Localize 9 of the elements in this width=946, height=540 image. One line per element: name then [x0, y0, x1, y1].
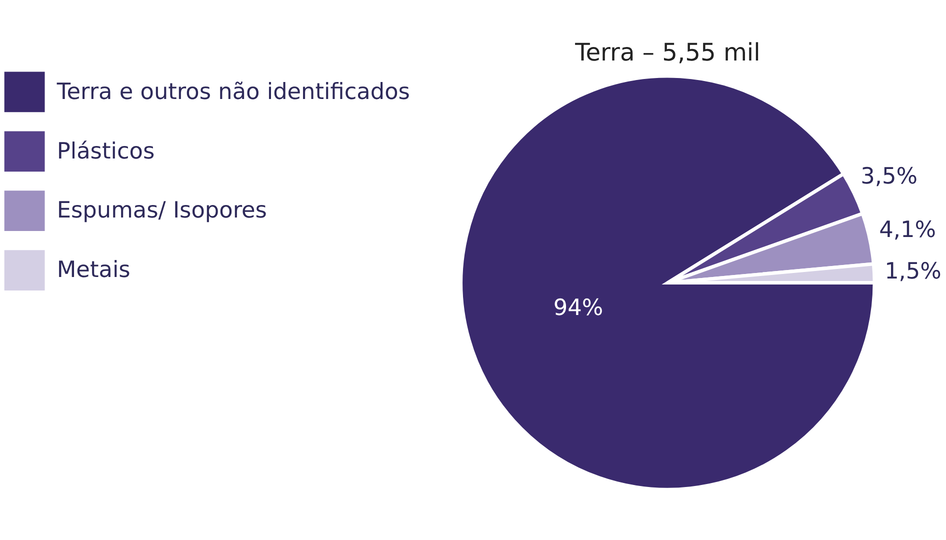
legend-label: Espumas/ Isopores — [56, 198, 267, 224]
data-label: 4,1% — [879, 216, 936, 243]
legend-label: Plásticos — [56, 138, 155, 164]
data-label: 3,5% — [860, 163, 918, 190]
data-label: 1,5% — [884, 258, 942, 284]
legend-label: Terra e outros não identificados — [56, 78, 410, 105]
legend-label: Metais — [56, 257, 130, 284]
data-label: 94% — [553, 295, 604, 322]
chart-title: Terra – 5,55 mil — [574, 38, 760, 66]
